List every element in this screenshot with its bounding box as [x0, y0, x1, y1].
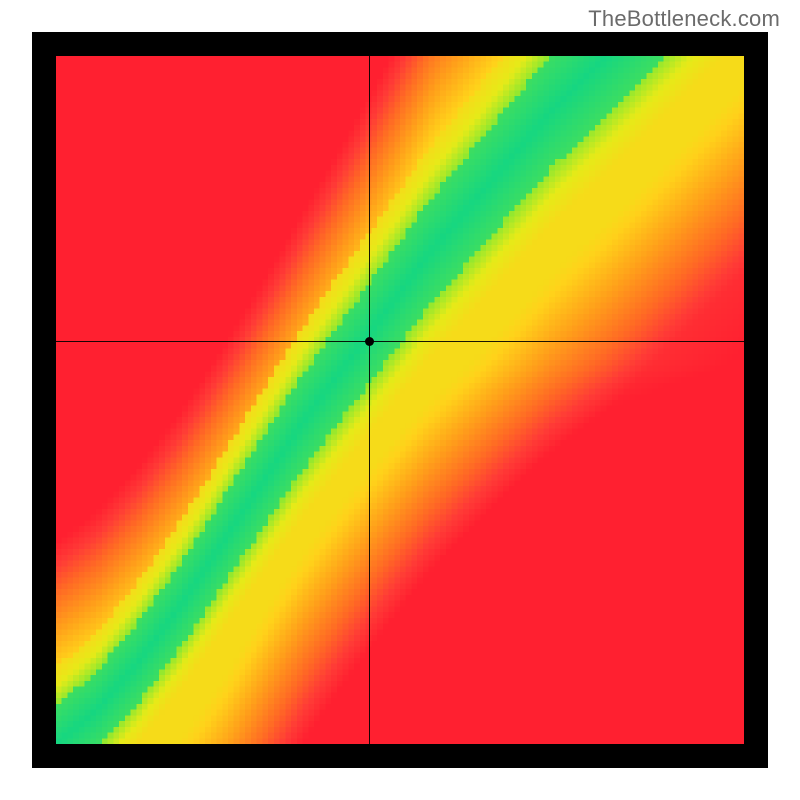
watermark-text: TheBottleneck.com — [588, 6, 780, 32]
bottleneck-heatmap — [32, 32, 768, 768]
crosshair-horizontal — [56, 341, 744, 342]
crosshair-dot — [365, 337, 374, 346]
heatmap-canvas — [56, 56, 744, 744]
crosshair-vertical — [369, 56, 370, 744]
